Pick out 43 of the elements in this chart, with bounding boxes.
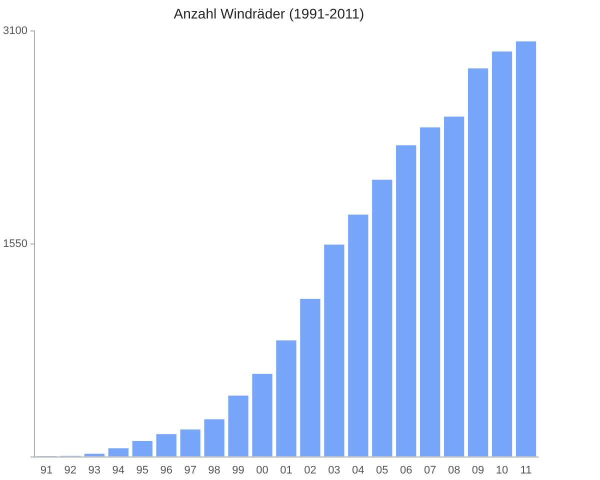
x-tick-label: 92 xyxy=(64,464,77,476)
bar xyxy=(108,448,128,456)
bar xyxy=(324,244,344,456)
x-tick-label: 03 xyxy=(328,464,340,476)
x-tick-label: 93 xyxy=(88,464,101,476)
x-tick-label: 05 xyxy=(376,464,388,476)
y-tick-label: 1550 xyxy=(2,238,28,250)
x-tick-label: 91 xyxy=(40,464,53,476)
x-tick-label: 11 xyxy=(520,464,532,476)
bar xyxy=(300,298,320,456)
bar xyxy=(348,214,368,456)
bar xyxy=(132,440,152,456)
bar xyxy=(420,127,440,456)
bar xyxy=(276,340,296,456)
bar xyxy=(228,396,248,456)
x-tick-label: 97 xyxy=(184,464,196,476)
x-tick-label: 10 xyxy=(496,464,508,476)
y-tick-label: 3100 xyxy=(2,24,28,37)
bar xyxy=(180,429,200,456)
x-tick-label: 99 xyxy=(232,464,244,476)
x-tick-label: 95 xyxy=(136,464,148,476)
x-tick-label: 07 xyxy=(424,464,436,476)
x-tick-label: 96 xyxy=(160,464,172,476)
bar xyxy=(204,419,224,456)
x-tick-label: 02 xyxy=(304,464,316,476)
bar xyxy=(84,454,104,456)
bar xyxy=(156,434,176,456)
bar xyxy=(444,116,464,456)
x-tick-label: 98 xyxy=(208,464,220,476)
bar xyxy=(468,68,488,456)
x-tick-label: 06 xyxy=(400,464,412,476)
x-tick-label: 94 xyxy=(112,464,125,476)
bar xyxy=(372,180,392,456)
x-tick-label: 08 xyxy=(448,464,460,476)
bar xyxy=(516,41,536,456)
x-tick-label: 04 xyxy=(352,464,364,476)
bar xyxy=(396,145,416,456)
bar xyxy=(252,374,272,456)
bar xyxy=(492,52,512,456)
x-tick-label: 01 xyxy=(280,464,292,476)
x-tick-label: 00 xyxy=(256,464,268,476)
x-tick-label: 09 xyxy=(472,464,484,476)
chart-title: Anzahl Windräder (1991-2011) xyxy=(174,5,364,22)
